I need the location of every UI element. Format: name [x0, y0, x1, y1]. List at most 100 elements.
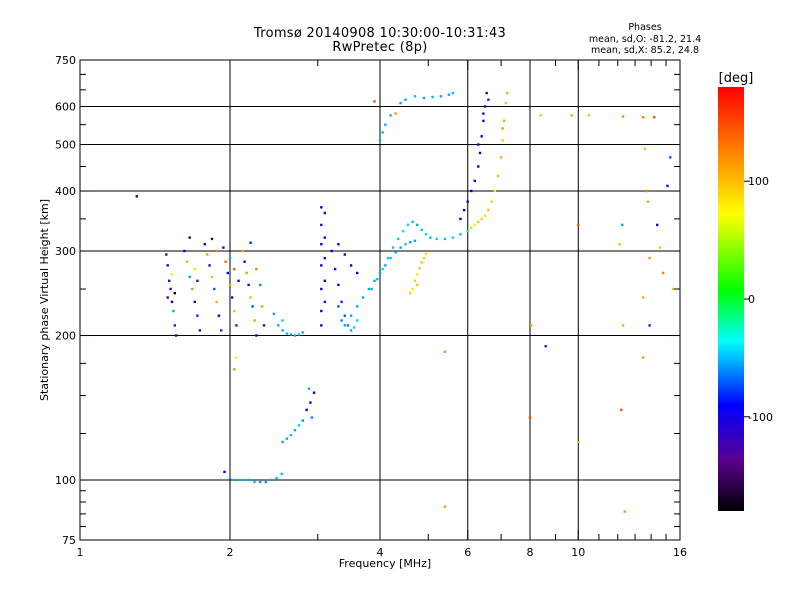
x-tick-label: 10	[571, 546, 585, 559]
data-point	[356, 305, 359, 308]
data-point	[259, 480, 262, 484]
data-point	[413, 95, 417, 98]
data-point	[373, 279, 376, 282]
data-point	[397, 237, 400, 241]
data-point	[346, 324, 350, 327]
grid-lines	[80, 60, 680, 540]
data-point	[496, 174, 500, 178]
data-point	[185, 260, 189, 263]
data-point	[473, 223, 476, 227]
data-point	[528, 416, 532, 419]
data-point	[618, 243, 621, 246]
data-point	[477, 220, 480, 224]
data-point	[409, 241, 412, 244]
data-point	[235, 356, 238, 359]
data-point	[356, 319, 359, 322]
colorbar: [deg] 100 0 -100	[718, 71, 773, 511]
data-point	[333, 267, 337, 271]
y-axis-label: Stationary phase Virtual Height [km]	[38, 199, 51, 401]
data-point	[384, 123, 387, 126]
data-point	[384, 264, 387, 267]
data-point	[661, 271, 665, 275]
data-point	[343, 253, 346, 256]
data-point	[253, 319, 256, 322]
data-point	[378, 271, 382, 275]
data-point	[391, 246, 395, 249]
data-point	[233, 368, 236, 371]
data-point	[646, 200, 650, 203]
data-point	[501, 127, 504, 130]
phase-statistics: Phases mean, sd,O: -81.2, 21.4 mean, sd,…	[580, 22, 710, 57]
data-point	[669, 156, 672, 159]
data-point	[255, 267, 258, 271]
data-point	[413, 279, 417, 282]
data-point	[378, 139, 382, 142]
colorbar-tick-label: 100	[748, 175, 769, 188]
data-point	[645, 189, 648, 193]
x-tick-label: 2	[227, 546, 234, 559]
data-point	[220, 329, 223, 332]
data-point	[343, 324, 346, 327]
data-point	[277, 324, 280, 327]
data-point	[215, 300, 218, 304]
data-point	[241, 249, 244, 253]
data-points	[135, 91, 675, 513]
phase-statistics-title: Phases	[628, 22, 662, 33]
data-point	[301, 419, 304, 422]
data-point	[183, 249, 186, 253]
data-point	[506, 91, 509, 95]
data-point	[642, 356, 645, 359]
data-point	[361, 296, 365, 299]
data-point	[188, 236, 191, 239]
y-tick-label: 300	[55, 245, 76, 258]
data-point	[206, 253, 209, 256]
data-point	[493, 189, 496, 193]
y-tick-label: 100	[55, 474, 76, 487]
data-point	[255, 334, 258, 337]
data-point	[231, 296, 234, 299]
data-point	[477, 143, 480, 146]
data-point	[401, 229, 405, 233]
colorbar-label: [deg]	[719, 71, 754, 86]
data-point	[411, 287, 414, 291]
data-point	[480, 217, 483, 221]
data-point	[233, 267, 236, 271]
data-point	[466, 200, 469, 203]
data-point	[191, 287, 194, 291]
x-tick-label: 1	[77, 546, 84, 559]
data-point	[233, 309, 236, 313]
data-point	[228, 283, 232, 287]
data-point	[530, 324, 533, 327]
data-point	[483, 105, 487, 108]
data-point	[312, 391, 316, 394]
data-point	[416, 283, 419, 287]
data-point	[228, 476, 232, 480]
data-point	[482, 119, 485, 123]
data-point	[487, 208, 490, 212]
data-point	[459, 217, 462, 221]
data-point	[424, 252, 428, 255]
data-point	[416, 223, 419, 227]
data-point	[501, 139, 504, 142]
data-point	[340, 319, 343, 322]
chart-title: Tromsø 20140908 10:30:00-10:31:43	[253, 26, 507, 41]
data-point	[309, 401, 312, 404]
data-point	[439, 95, 443, 98]
data-point	[499, 156, 503, 159]
data-point	[340, 300, 343, 304]
data-point	[170, 273, 174, 276]
data-point	[310, 416, 314, 419]
data-point	[260, 305, 264, 308]
data-point	[215, 249, 218, 253]
data-point	[490, 200, 493, 203]
data-point	[381, 267, 384, 271]
data-point	[643, 147, 646, 150]
data-point	[223, 470, 226, 474]
data-point	[399, 246, 402, 249]
data-point	[228, 256, 232, 260]
axis-ticks: 1 2 4 6 8 10 16 75 100 200 300 400 500 600 750	[55, 54, 687, 559]
data-point	[135, 195, 138, 198]
x-tick-label: 6	[464, 546, 471, 559]
data-point	[620, 408, 623, 412]
data-point	[462, 208, 466, 212]
